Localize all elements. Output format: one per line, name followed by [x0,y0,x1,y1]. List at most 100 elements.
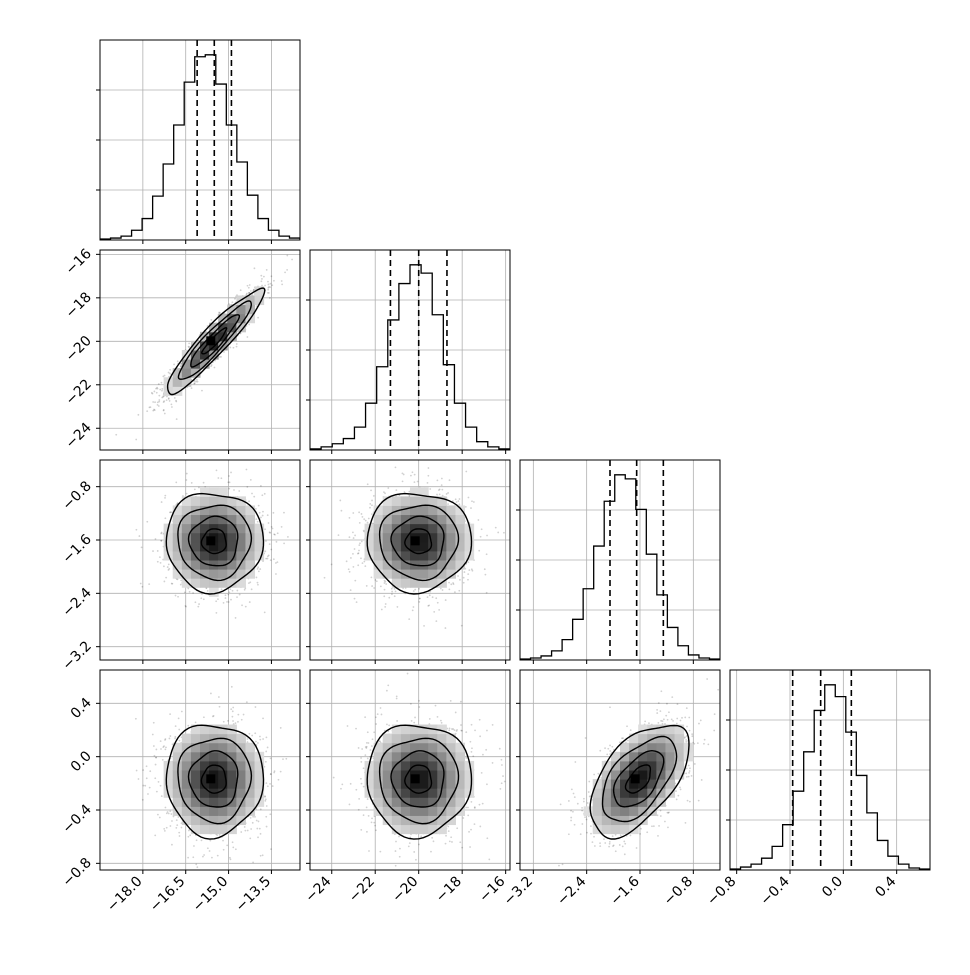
scatter-point [275,573,277,575]
scatter-point [369,507,371,509]
scatter-point [210,319,212,321]
scatter-point [225,594,227,596]
density-cell [191,560,201,570]
density-cell [465,533,475,543]
density-cell [392,496,402,506]
density-cell [191,533,201,543]
scatter-point [427,596,429,598]
scatter-point [164,413,166,415]
scatter-point [346,560,348,562]
scatter-point [196,379,198,381]
scatter-point [236,346,238,348]
scatter-point [149,407,151,409]
scatter-point [352,553,354,555]
scatter-point [161,382,163,384]
scatter-point [260,833,262,835]
scatter-point [227,594,229,596]
density-cell [455,533,465,543]
scatter-point [373,587,375,589]
scatter-point [201,390,203,392]
scatter-point [260,485,262,487]
scatter-point [152,550,154,552]
scatter-point [268,522,270,524]
scatter-point [159,817,161,819]
scatter-point [358,552,360,554]
scatter-point [168,398,170,400]
scatter-point [161,390,163,392]
scatter-point [166,399,168,401]
scatter-point [260,855,262,857]
scatter-point [157,550,159,552]
density-cell [446,542,456,552]
scatter-point [152,401,154,403]
panel-content [324,466,505,629]
scatter-point [221,588,223,590]
scatter-point [357,564,359,566]
scatter-point [287,536,289,538]
scatter-point [383,595,385,597]
density-cell [428,551,438,561]
y-tick-label: −22 [63,376,95,408]
scatter-point [272,528,274,530]
scatter-point [159,556,161,558]
density-cell [401,524,411,534]
scatter-point [270,549,272,551]
density-cell [419,533,429,543]
scatter-point [358,544,360,546]
density-peak [206,336,215,345]
scatter-point [257,836,259,838]
scatter-point [447,492,449,494]
scatter-point [270,283,272,285]
scatter-point [457,575,459,577]
scatter-point [149,770,151,772]
scatter-point [198,487,200,489]
scatter-point [350,589,352,591]
scatter-point [358,511,360,513]
scatter-point [381,609,383,611]
scatter-point [436,494,438,496]
scatter-point [152,734,154,736]
scatter-point [301,487,303,489]
scatter-point [189,591,191,593]
scatter-point [481,528,483,530]
density-cell [218,505,228,515]
scatter-point [410,475,412,477]
scatter-point [352,512,354,514]
scatter-point [248,287,250,289]
density-cell [365,533,375,543]
scatter-point [352,531,354,533]
density-cell [465,542,475,552]
scatter-point [267,289,269,291]
scatter-point [251,493,253,495]
scatter-point [228,488,230,490]
scatter-point [245,606,247,608]
density-cell [383,560,393,570]
scatter-point [252,861,254,863]
scatter-point [449,479,451,481]
scatter-point [191,387,193,389]
scatter-point [228,601,230,603]
scatter-point [175,481,177,483]
scatter-point [354,598,356,600]
scatter-point [349,536,351,538]
density-cell [392,533,402,543]
scatter-point [286,255,288,257]
density-cell [446,533,456,543]
scatter-point [152,393,154,395]
scatter-point [174,736,176,738]
scatter-point [486,535,488,537]
scatter-point [257,521,259,523]
density-cell [182,505,192,515]
scatter-point [137,414,139,416]
scatter-point [209,850,211,852]
density-peak [411,536,420,545]
scatter-point [142,769,144,771]
scatter-point [235,848,237,850]
scatter-point [363,530,365,532]
scatter-point [380,585,382,587]
scatter-point [236,596,238,598]
density-cell [236,505,246,515]
scatter-point [255,518,257,520]
